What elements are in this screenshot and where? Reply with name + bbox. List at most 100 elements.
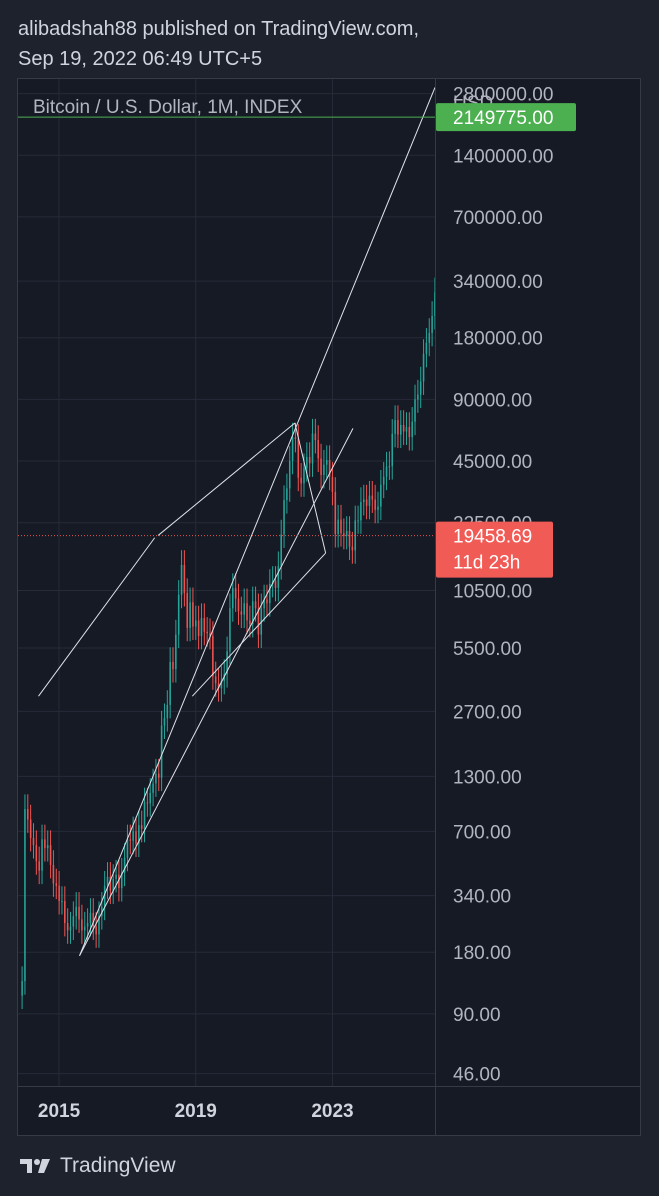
candle-body: [286, 488, 288, 501]
candle-body: [357, 520, 359, 522]
candle-body: [266, 599, 268, 604]
candle-body: [428, 332, 431, 343]
candle-body: [246, 603, 248, 621]
price-tick-label: 180.00: [453, 943, 511, 964]
candle-body: [149, 792, 152, 804]
candle-body: [177, 594, 180, 635]
candle-body: [419, 381, 422, 395]
candle-body: [214, 676, 217, 684]
candle-body: [89, 912, 92, 923]
candle-body: [408, 426, 411, 438]
candle-body: [52, 864, 55, 884]
candle-body: [95, 926, 97, 935]
candle-body: [66, 922, 69, 931]
candle-body: [232, 588, 234, 609]
candle-body: [348, 530, 351, 547]
candle-body: [123, 857, 126, 873]
candle-body: [320, 458, 322, 475]
candle-body: [69, 926, 72, 931]
candle-body: [314, 433, 317, 441]
candle-body: [249, 620, 251, 625]
price-tick-label: 180000.00: [453, 329, 543, 350]
candle-body: [437, 292, 439, 295]
candle-body: [106, 876, 109, 886]
candle-body: [434, 292, 435, 316]
candle-body: [21, 981, 23, 996]
candle-body: [49, 845, 52, 865]
candle-body: [135, 831, 137, 844]
candle-body: [46, 845, 49, 849]
candle-body: [402, 424, 405, 432]
candle-body: [385, 466, 388, 477]
current-price-value: 19458.69: [453, 527, 532, 548]
candle-body: [92, 912, 95, 927]
candle-body: [138, 825, 140, 844]
candle-body: [306, 456, 308, 469]
candle-body: [189, 602, 191, 628]
candle-body: [175, 634, 177, 670]
price-tick-label: 340000.00: [453, 272, 543, 293]
candle-body: [368, 495, 371, 506]
candle-body: [194, 620, 197, 627]
price-chart[interactable]: 2800000.00 1400000.00 700000.00 340000.00 18…: [18, 79, 640, 1135]
candle-body: [180, 564, 183, 595]
price-tick-label: 2800000.00: [453, 85, 553, 106]
candle-body: [362, 499, 365, 502]
target-price-badge: [436, 103, 576, 132]
tradingview-footer: TradingView: [18, 1150, 176, 1182]
candle-body: [140, 825, 143, 829]
candle-body: [212, 635, 214, 677]
candle-body: [325, 460, 328, 465]
candle-body: [98, 916, 100, 935]
candle-body: [78, 906, 80, 920]
candle-body: [343, 533, 345, 536]
candle-body: [397, 420, 399, 435]
candle-body: [451, 237, 453, 267]
candle-body: [126, 839, 129, 858]
candle-body: [334, 491, 337, 535]
candle-body: [32, 837, 35, 846]
candle-body: [192, 602, 194, 627]
time-tick-label: 2023: [311, 1101, 353, 1122]
candle-body: [240, 611, 243, 615]
price-tick-label: 5500.00: [453, 639, 522, 660]
candle-body: [391, 433, 394, 467]
candle-body: [209, 633, 211, 636]
candle-body: [263, 599, 265, 609]
candle-body: [345, 530, 348, 536]
candle-body: [197, 620, 200, 636]
candle-body: [288, 460, 291, 489]
candle-body: [64, 901, 66, 923]
candle-body: [274, 580, 277, 589]
candle-body: [382, 476, 385, 485]
chart-panel[interactable]: 2800000.00 1400000.00 700000.00 340000.00 18…: [17, 78, 641, 1136]
candle-body: [169, 662, 171, 705]
candle-body: [29, 819, 32, 838]
candle-body: [81, 919, 83, 931]
price-tick-label: 10500.00: [453, 582, 532, 603]
candle-body: [365, 499, 368, 506]
candle-body: [83, 926, 86, 931]
tradingview-logo-icon: [20, 1159, 50, 1173]
trend-line: [79, 87, 435, 956]
price-tick-label: 45000.00: [453, 452, 532, 473]
candle-body: [103, 885, 106, 907]
candle-body: [257, 608, 260, 635]
trend-line: [79, 428, 354, 956]
trend-line: [191, 552, 326, 697]
price-tick-label: 90000.00: [453, 390, 532, 411]
candle-body: [337, 519, 339, 535]
candle-body: [354, 520, 357, 551]
candle-body: [260, 608, 263, 635]
candle-body: [308, 456, 311, 464]
candle-body: [280, 534, 282, 567]
candles: [21, 237, 453, 1010]
candle-body: [220, 680, 223, 689]
price-tick-label: 1300.00: [453, 767, 522, 788]
candle-body: [269, 583, 271, 604]
price-tick-label: 340.00: [453, 887, 511, 908]
candle-body: [132, 831, 134, 841]
candle-body: [328, 460, 331, 477]
candle-body: [443, 284, 445, 309]
candle-body: [112, 878, 114, 891]
